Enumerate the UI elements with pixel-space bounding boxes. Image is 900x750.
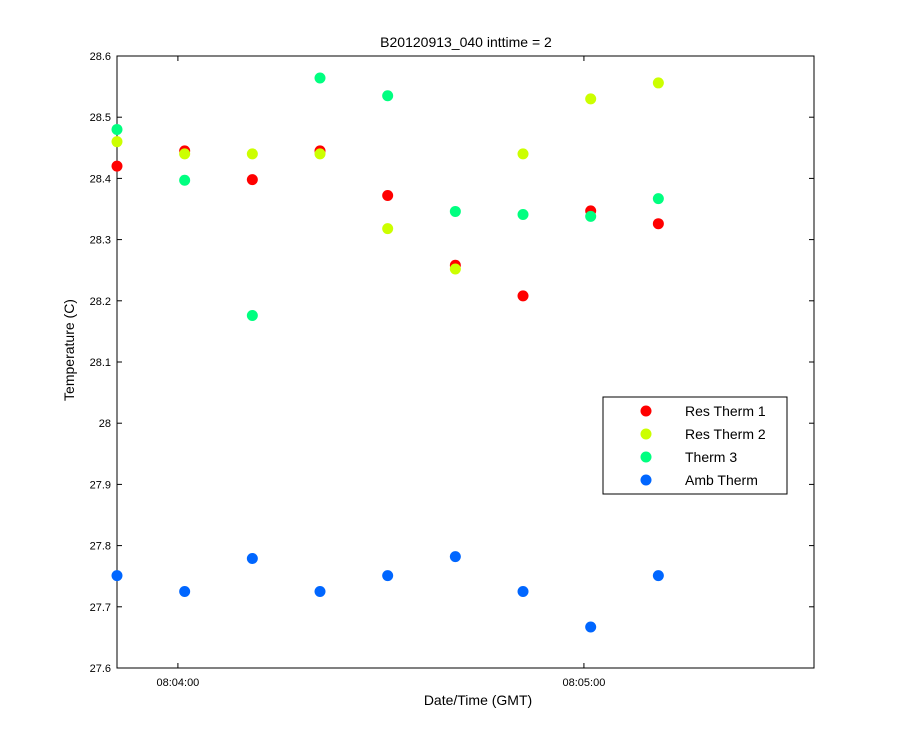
point-therm-3 xyxy=(517,209,529,221)
point-amb-therm xyxy=(179,586,191,597)
y-tick-label: 28.4 xyxy=(90,173,111,185)
point-res-therm-2 xyxy=(517,148,529,160)
point-therm-3 xyxy=(314,72,326,84)
y-axis-label: Temperature (C) xyxy=(61,299,77,401)
y-tick-label: 28.6 xyxy=(90,51,111,63)
legend-marker-res-therm-2 xyxy=(640,428,652,440)
point-amb-therm xyxy=(314,586,326,597)
legend-label-res-therm-1: Res Therm 1 xyxy=(685,403,766,419)
point-therm-3 xyxy=(449,205,461,217)
point-res-therm-2 xyxy=(246,148,258,160)
point-res-therm-1 xyxy=(652,218,664,230)
data-points xyxy=(111,72,664,633)
y-axis: 27.6 27.7 27.8 27.9 28 28.1 28.2 28.3 28.4 28.5 28… xyxy=(90,51,814,675)
y-tick-label: 27.7 xyxy=(90,602,111,614)
point-amb-therm xyxy=(585,621,597,633)
point-amb-therm xyxy=(449,551,461,563)
point-amb-therm xyxy=(652,570,664,582)
point-amb-therm xyxy=(382,570,394,582)
y-tick-label: 27.9 xyxy=(90,479,111,491)
legend-marker-therm-3 xyxy=(640,451,652,463)
legend-marker-amb-therm xyxy=(640,474,652,486)
y-tick-label: 28.3 xyxy=(90,235,111,247)
point-res-therm-2 xyxy=(449,263,461,275)
point-therm-3 xyxy=(585,210,597,222)
y-tick-label: 28.2 xyxy=(90,296,111,308)
point-res-therm-1 xyxy=(246,174,258,186)
point-res-therm-2 xyxy=(314,148,326,160)
point-res-therm-1 xyxy=(517,290,529,302)
point-res-therm-1 xyxy=(111,160,123,172)
point-therm-3 xyxy=(246,309,258,321)
y-tick-label: 28 xyxy=(99,418,111,430)
legend: Res Therm 1 Res Therm 2 Therm 3 Amb Ther… xyxy=(602,396,788,495)
chart-title: B20120913_040 inttime = 2 xyxy=(380,34,552,50)
x-axis: 08:04:00 08:05:00 xyxy=(156,56,605,689)
y-tick-label: 27.8 xyxy=(90,541,111,553)
legend-label-res-therm-2: Res Therm 2 xyxy=(685,426,766,442)
point-therm-3 xyxy=(179,174,191,186)
point-amb-therm xyxy=(246,552,258,564)
point-res-therm-2 xyxy=(585,93,597,105)
y-tick-label: 28.1 xyxy=(90,357,111,369)
point-res-therm-2 xyxy=(382,223,394,235)
legend-box xyxy=(602,396,788,495)
point-res-therm-2 xyxy=(111,136,123,148)
point-res-therm-1 xyxy=(382,190,394,202)
x-tick-label: 08:04:00 xyxy=(156,677,199,689)
legend-marker-res-therm-1 xyxy=(640,405,652,417)
point-res-therm-2 xyxy=(179,148,191,160)
x-tick-label: 08:05:00 xyxy=(563,677,606,689)
x-axis-label: Date/Time (GMT) xyxy=(424,692,532,708)
legend-label-amb-therm: Amb Therm xyxy=(685,472,758,488)
plot-area xyxy=(116,55,815,669)
point-amb-therm xyxy=(111,570,123,582)
y-tick-label: 28.5 xyxy=(90,112,111,124)
legend-label-therm-3: Therm 3 xyxy=(685,449,737,465)
point-therm-3 xyxy=(652,193,664,205)
point-therm-3 xyxy=(111,123,123,135)
point-therm-3 xyxy=(382,90,394,102)
point-res-therm-2 xyxy=(652,77,664,89)
y-tick-label: 27.6 xyxy=(90,663,111,675)
point-amb-therm xyxy=(517,586,529,597)
